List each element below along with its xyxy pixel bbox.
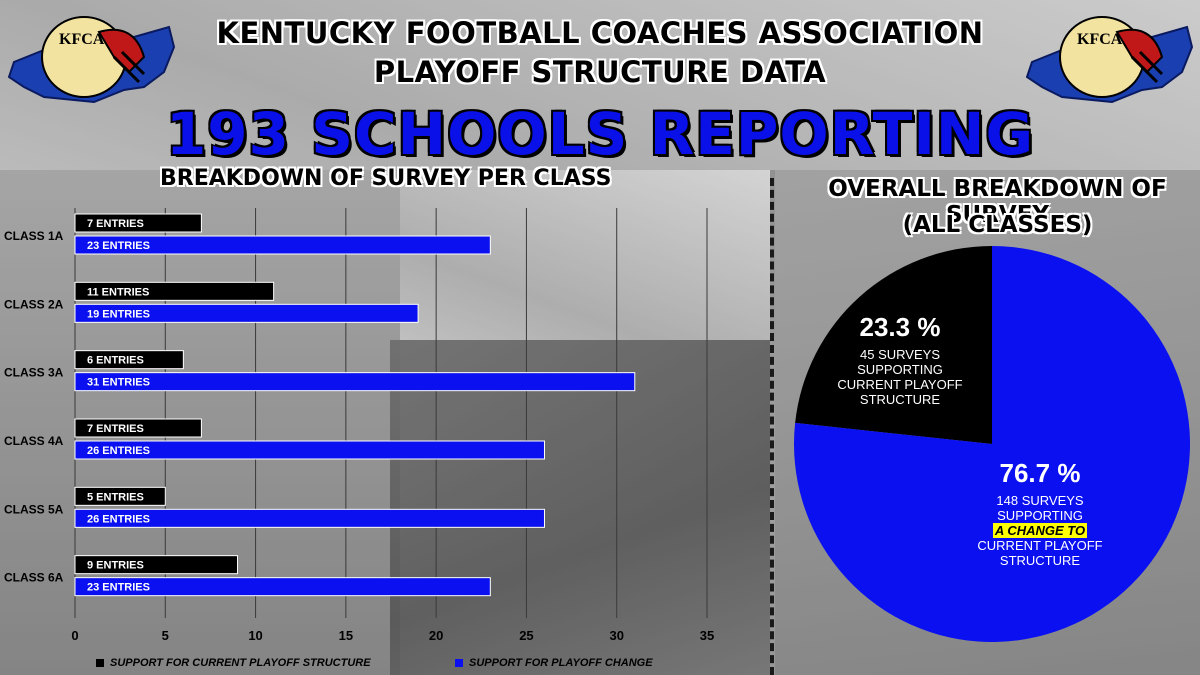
- legend-label-current: SUPPORT FOR CURRENT PLAYOFF STRUCTURE: [110, 657, 371, 669]
- bar-data-label: 23 ENTRIES: [87, 240, 150, 252]
- bar-data-label: 23 ENTRIES: [87, 582, 150, 594]
- pie-slice-change-label: 76.7 % 148 SURVEYS SUPPORTING A CHANGE T…: [955, 458, 1125, 568]
- pie-change-percent: 76.7 %: [999, 458, 1081, 488]
- logo-text: KFCA: [59, 31, 105, 48]
- category-label: CLASS 1A: [4, 229, 64, 243]
- bar-change: [74, 440, 545, 460]
- pie-slice-current-label: 23.3 % 45 SURVEYS SUPPORTING CURRENT PLA…: [830, 312, 970, 407]
- bar-chart-title: BREAKDOWN OF SURVEY PER CLASS: [160, 166, 612, 191]
- x-tick-label: 5: [162, 628, 169, 643]
- bar-data-label: 6 ENTRIES: [87, 355, 144, 367]
- schools-reporting-headline: 193 SCHOOLS REPORTING: [165, 100, 1035, 168]
- x-tick-label: 30: [609, 628, 623, 643]
- pie-current-desc-3: STRUCTURE: [859, 392, 941, 407]
- bar-change: [74, 372, 636, 392]
- bar-data-label: 19 ENTRIES: [87, 308, 150, 320]
- bar-data-label: 7 ENTRIES: [87, 423, 144, 435]
- pie-current-desc-1: SUPPORTING: [857, 362, 943, 377]
- x-tick-label: 15: [339, 628, 353, 643]
- bar-data-label: 5 ENTRIES: [87, 491, 144, 503]
- bar-data-label: 26 ENTRIES: [87, 445, 150, 457]
- legend-swatch-change: [455, 659, 463, 667]
- logo-text: KFCA: [1077, 31, 1123, 48]
- pie-chart-title-line-1: OVERALL BREAKDOWN OF SURVEY: [828, 176, 1167, 228]
- legend-item-current: SUPPORT FOR CURRENT PLAYOFF STRUCTURE: [96, 657, 371, 669]
- bar-chart: 0 5 10 15 20 25 30 35 CLASS 1A 7 ENTRIES 23 ENTRIE…: [4, 208, 714, 643]
- bar-data-label: 31 ENTRIES: [87, 377, 150, 389]
- bar-change: [74, 577, 491, 597]
- pie-current-percent: 23.3 %: [859, 312, 941, 342]
- pie-change-count: 148 SURVEYS: [996, 493, 1084, 508]
- bar-data-label: 11 ENTRIES: [87, 286, 149, 298]
- category-label: CLASS 3A: [4, 366, 64, 380]
- x-tick-label: 35: [700, 628, 714, 643]
- category-label: CLASS 5A: [4, 502, 64, 516]
- bar-data-label: 7 ENTRIES: [87, 218, 144, 230]
- x-tick-label: 20: [429, 628, 443, 643]
- kfca-logo-left: KFCA: [7, 16, 176, 104]
- pie-current-count: 45 SURVEYS: [860, 347, 940, 362]
- title-line-1: KENTUCKY FOOTBALL COACHES ASSOCIATION: [216, 16, 984, 50]
- bar-change: [74, 235, 491, 255]
- kfca-logo-right: KFCA: [1025, 16, 1194, 104]
- bar-change: [74, 303, 419, 323]
- x-tick-label: 25: [519, 628, 533, 643]
- pie-change-desc-post-2: STRUCTURE: [999, 553, 1081, 568]
- bar-data-label: 9 ENTRIES: [87, 560, 144, 572]
- x-tick-label: 10: [248, 628, 262, 643]
- pie-change-highlight: A CHANGE TO: [992, 523, 1088, 538]
- category-label: CLASS 2A: [4, 297, 64, 311]
- pie-chart-title-line-2: (ALL CLASSES): [902, 212, 1093, 238]
- bar-current: [74, 281, 275, 301]
- pie-current-desc-2: CURRENT PLAYOFF: [837, 377, 963, 392]
- legend-item-change: SUPPORT FOR PLAYOFF CHANGE: [455, 657, 653, 669]
- pie-change-desc-post-1: CURRENT PLAYOFF: [977, 538, 1103, 553]
- section-divider: [770, 178, 774, 675]
- legend-label-change: SUPPORT FOR PLAYOFF CHANGE: [469, 657, 653, 669]
- bar-current: [74, 213, 202, 233]
- legend-swatch-current: [96, 659, 104, 667]
- bar-data-label: 26 ENTRIES: [87, 513, 150, 525]
- category-label: CLASS 6A: [4, 571, 64, 585]
- x-tick-label: 0: [71, 628, 78, 643]
- bar-current: [74, 418, 202, 438]
- bar-current: [74, 555, 239, 575]
- bar-current: [74, 486, 166, 506]
- bar-current: [74, 350, 184, 370]
- pie-slice-current: [795, 246, 992, 444]
- bar-change: [74, 508, 545, 528]
- title-line-2: PLAYOFF STRUCTURE DATA: [373, 55, 827, 89]
- background-photo-center-top: [400, 170, 770, 340]
- pie-slice-change: [793, 246, 1191, 642]
- category-label: CLASS 4A: [4, 434, 64, 448]
- pie-change-desc-pre: SUPPORTING: [997, 508, 1083, 523]
- background-photo-top: [0, 0, 1200, 170]
